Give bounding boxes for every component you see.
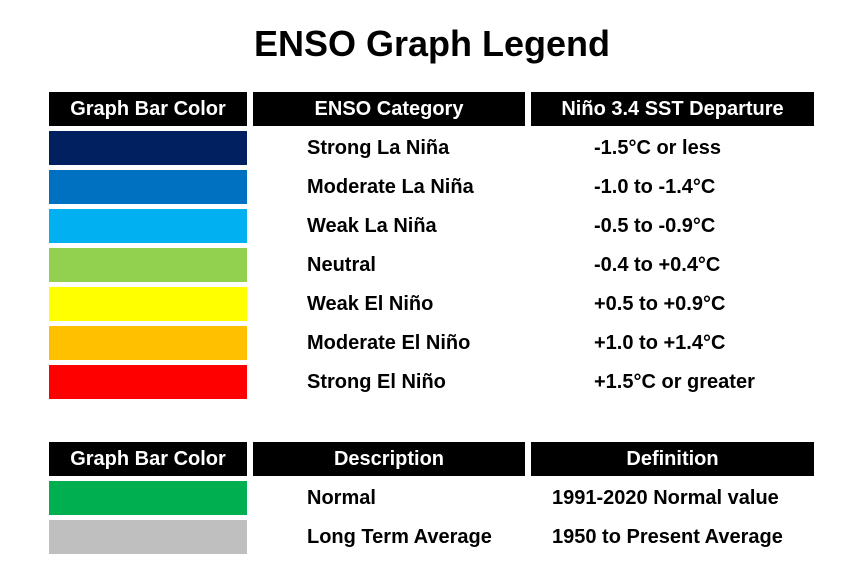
color-swatch-weak-el-nino [49, 287, 247, 321]
header-description: Description [253, 442, 525, 476]
departure-value: +1.5°C or greater [594, 371, 755, 393]
header-definition: Definition [531, 442, 814, 476]
color-swatch-strong-la-nina [49, 131, 247, 165]
header-graph-bar-color-2: Graph Bar Color [49, 442, 247, 476]
header-graph-bar-color: Graph Bar Color [49, 92, 247, 126]
description-label: Long Term Average [307, 526, 492, 548]
category-label: Neutral [307, 254, 376, 276]
header-enso-category: ENSO Category [253, 92, 525, 126]
color-swatch-long-term-average [49, 520, 247, 554]
category-label: Weak La Niña [307, 215, 437, 237]
category-label: Moderate La Niña [307, 176, 474, 198]
departure-value: +1.0 to +1.4°C [594, 332, 726, 354]
departure-value: -1.5°C or less [594, 137, 721, 159]
color-swatch-moderate-la-nina [49, 170, 247, 204]
departure-value: -0.5 to -0.9°C [594, 215, 716, 237]
color-swatch-weak-la-nina [49, 209, 247, 243]
definition-value: 1991-2020 Normal value [552, 487, 779, 509]
color-swatch-moderate-el-nino [49, 326, 247, 360]
category-label: Moderate El Niño [307, 332, 471, 354]
departure-value: +0.5 to +0.9°C [594, 293, 726, 315]
color-swatch-neutral [49, 248, 247, 282]
departure-value: -1.0 to -1.4°C [594, 176, 716, 198]
definition-value: 1950 to Present Average [552, 526, 783, 548]
category-label: Weak El Niño [307, 293, 434, 315]
color-swatch-strong-el-nino [49, 365, 247, 399]
color-swatch-normal [49, 481, 247, 515]
header-sst-departure: Niño 3.4 SST Departure [531, 92, 814, 126]
category-label: Strong El Niño [307, 371, 446, 393]
page-title: ENSO Graph Legend [253, 23, 611, 64]
departure-value: -0.4 to +0.4°C [594, 254, 721, 276]
description-label: Normal [307, 487, 376, 509]
category-label: Strong La Niña [307, 137, 450, 159]
